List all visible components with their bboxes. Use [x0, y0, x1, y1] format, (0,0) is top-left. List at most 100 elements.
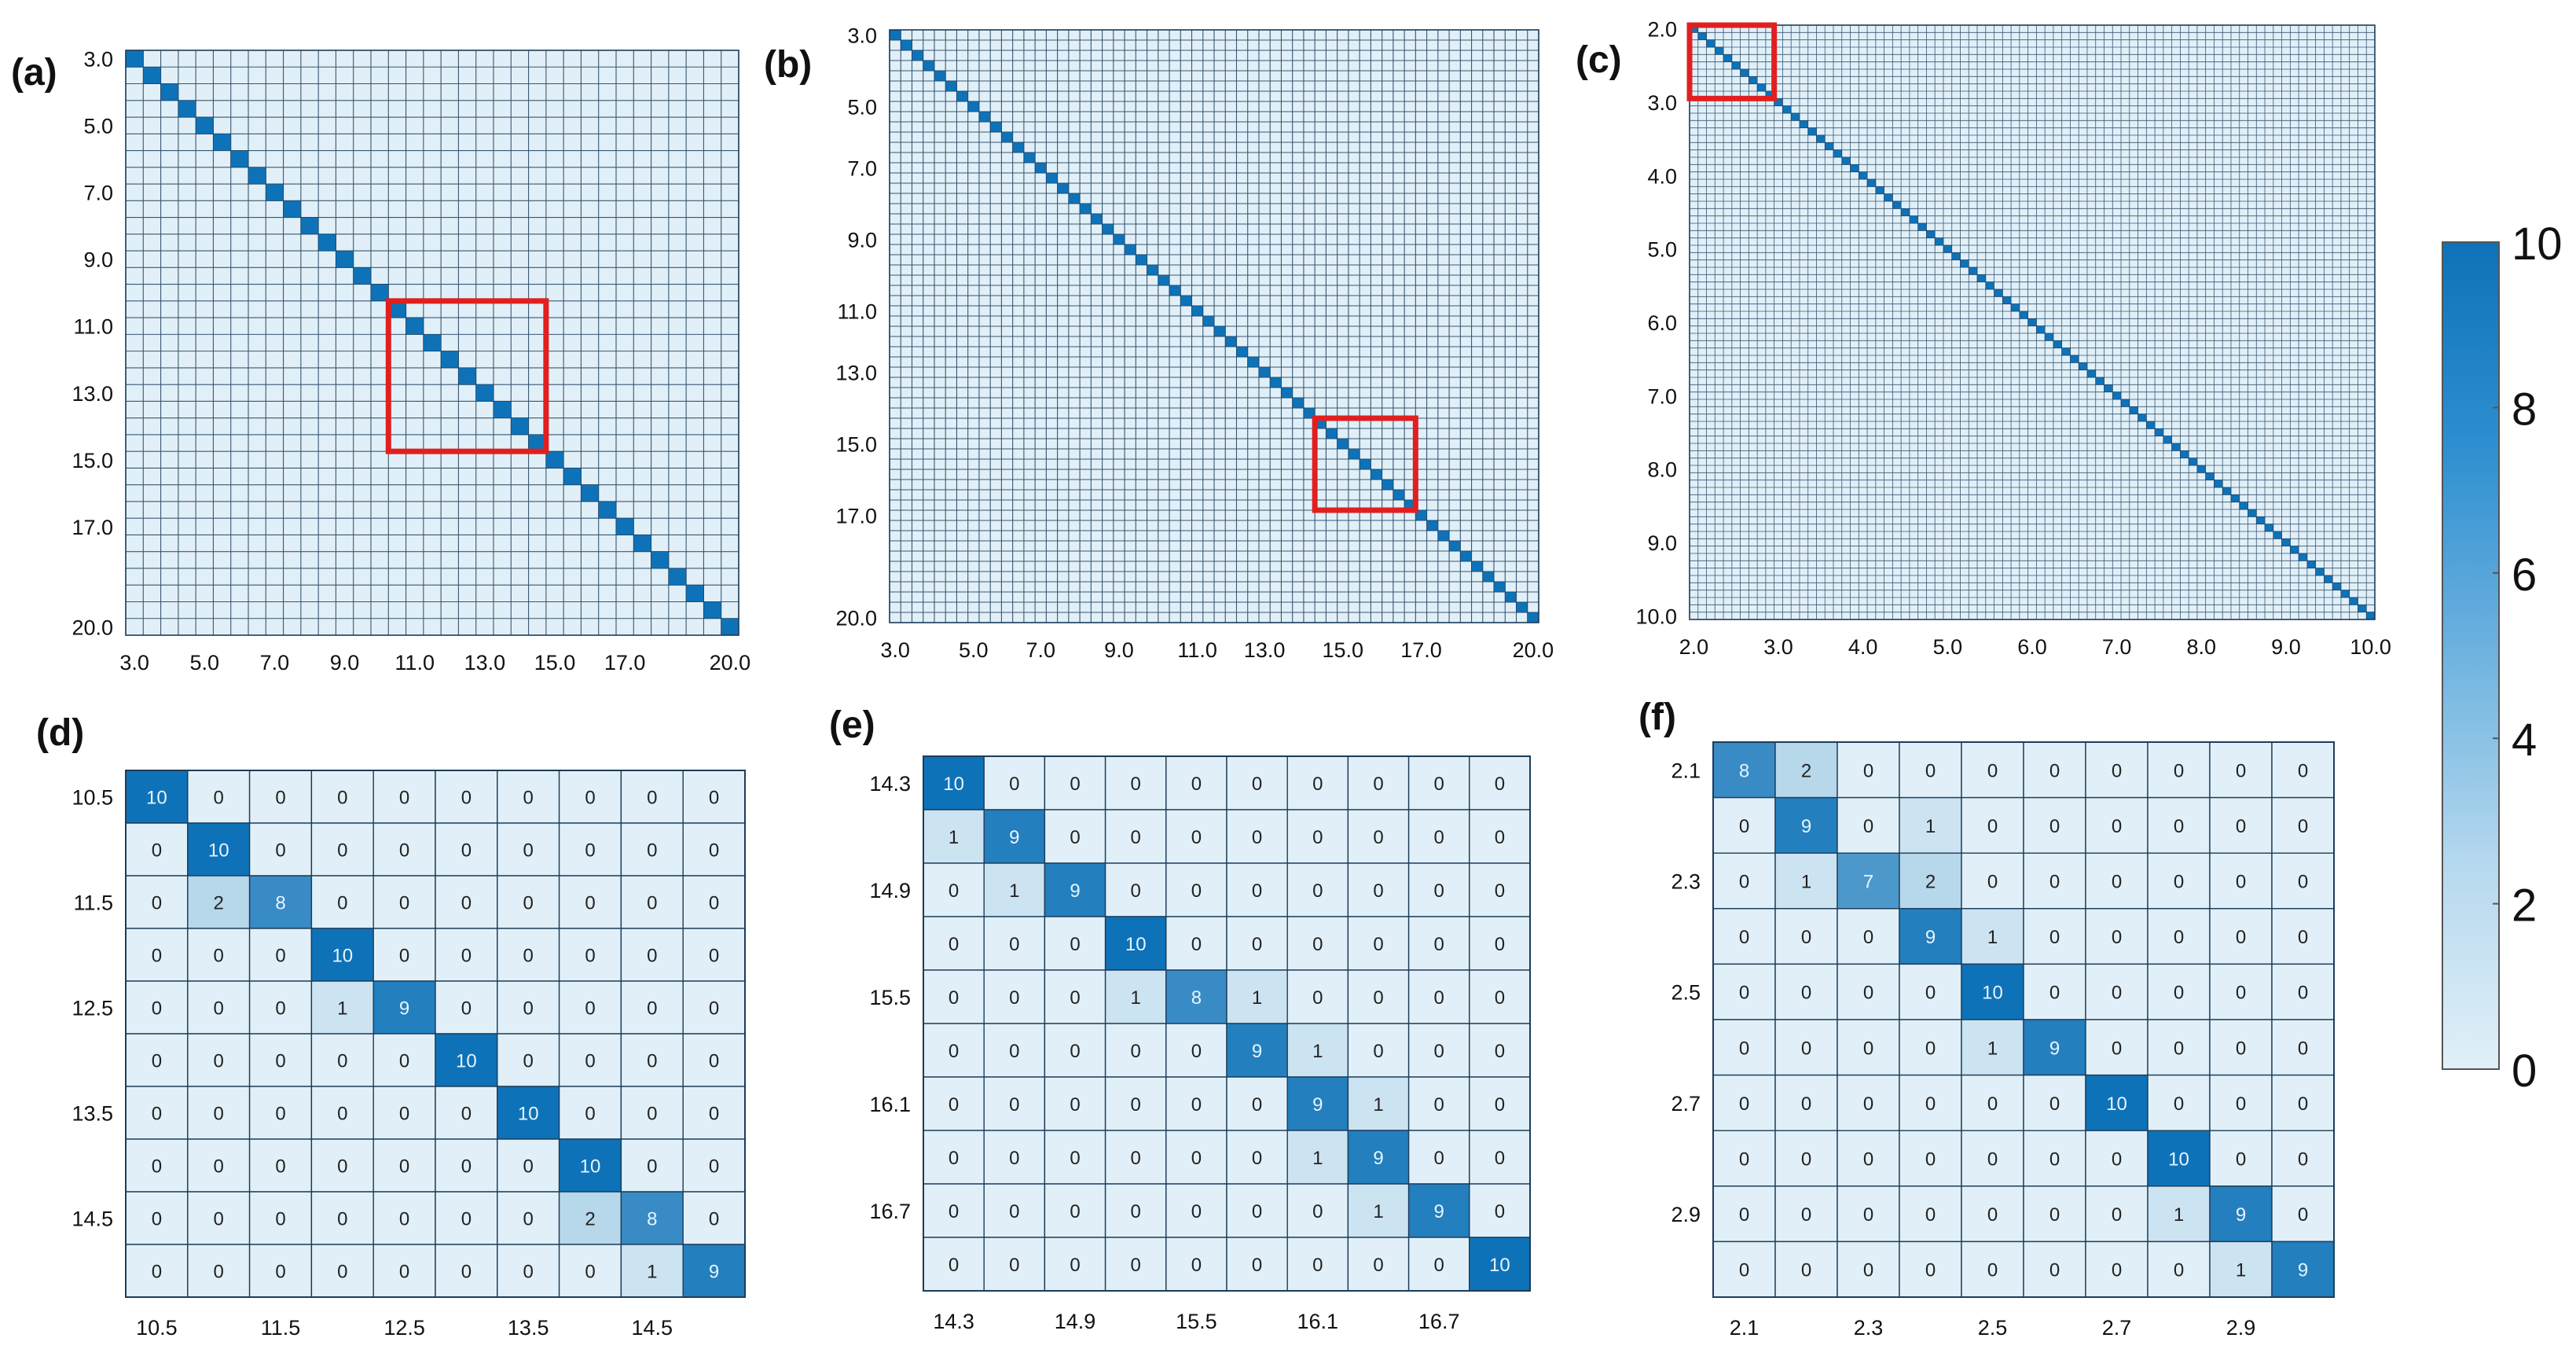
cell-value-label: 0 — [1495, 1201, 1505, 1222]
heatmap-cell — [435, 1138, 498, 1193]
x-tick-label: 14.9 — [1055, 1310, 1096, 1333]
cell-value-label: 0 — [1987, 760, 1998, 781]
y-tick-label: 11.0 — [73, 315, 113, 339]
cell-value-label: 0 — [1495, 1041, 1505, 1062]
x-tick-label: 14.3 — [933, 1310, 974, 1333]
colorbar-gradient — [2442, 241, 2500, 1070]
heatmap-cell — [1697, 32, 1707, 40]
heatmap-cell — [1712, 1019, 1776, 1076]
x-tick-label: 5.0 — [190, 651, 220, 674]
cell-value-label: 9 — [2298, 1260, 2308, 1281]
heatmap-cell — [1407, 969, 1470, 1024]
heatmap-cell — [1247, 356, 1260, 368]
cell-value-label: 0 — [585, 946, 595, 967]
y-tick-label: 6.0 — [1647, 311, 1677, 335]
cell-value-label: 0 — [523, 893, 534, 914]
cell-value-label: 0 — [2112, 1149, 2122, 1171]
heatmap-cell — [310, 1244, 374, 1298]
y-tick-label: 17.0 — [72, 516, 113, 539]
cell-value-label: 0 — [214, 1262, 224, 1283]
heatmap-cell — [1001, 131, 1013, 143]
heatmap-cell — [1899, 1019, 1962, 1076]
cell-value-label: 0 — [1987, 1149, 1998, 1171]
y-tick-label: 20.0 — [835, 607, 877, 630]
y-tick-label: 5.0 — [83, 115, 113, 138]
cell-value-label: 0 — [461, 788, 472, 809]
cell-value-label: 0 — [1434, 1255, 1444, 1276]
cell-value-label: 0 — [709, 1104, 719, 1125]
cell-value-label: 0 — [2236, 983, 2246, 1004]
cell-value-label: 0 — [1312, 1255, 1323, 1276]
matrix-border — [125, 770, 746, 1298]
heatmap-cell — [1044, 969, 1106, 1024]
heatmap-cell — [912, 50, 924, 61]
cell-value-label: 0 — [2174, 872, 2184, 893]
cell-value-label: 0 — [1312, 934, 1323, 955]
y-tick-label: 5.0 — [1647, 238, 1677, 262]
cell-value-label: 0 — [1495, 880, 1505, 902]
heatmap-cell — [2002, 296, 2012, 304]
x-tick-label: 20.0 — [710, 651, 751, 674]
cell-value-label: 0 — [152, 1104, 162, 1125]
heatmap-cell — [983, 1076, 1046, 1131]
cell-value-label: 0 — [1373, 774, 1383, 795]
heatmap-cell — [2349, 597, 2358, 605]
heatmap-cell — [682, 1086, 746, 1140]
heatmap-cell — [2023, 1074, 2086, 1131]
heatmap-cell — [497, 1191, 560, 1245]
heatmap-cell — [195, 116, 214, 134]
heatmap-cell — [1899, 796, 1962, 854]
cell-value-label: 0 — [1131, 880, 1141, 902]
heatmap-cell — [2086, 369, 2097, 378]
cell-value-label: 0 — [949, 987, 959, 1009]
heatmap-grid — [1689, 24, 2376, 620]
heatmap-cell — [1850, 164, 1859, 172]
heatmap-cell — [1469, 809, 1531, 864]
heatmap-cell — [1961, 1074, 2024, 1131]
cell-value-label: 0 — [1495, 1094, 1505, 1116]
heatmap-cell — [497, 875, 560, 929]
heatmap-cell — [1774, 963, 1838, 1020]
heatmap-cell — [1269, 377, 1282, 388]
cell-value-label: 0 — [1739, 1038, 1749, 1059]
heatmap-cell — [2188, 458, 2198, 466]
cell-value-label: 0 — [1131, 774, 1141, 795]
heatmap-cell — [1837, 1130, 1900, 1187]
cell-value-label: 2 — [585, 1209, 595, 1230]
heatmap-cell — [1415, 509, 1427, 521]
heatmap-cell — [2298, 553, 2308, 561]
cell-value-label: 0 — [1801, 1204, 1811, 1226]
cell-value-label: 0 — [275, 1156, 285, 1178]
cell-value-label: 0 — [2049, 872, 2060, 893]
cell-value-label: 0 — [1312, 987, 1323, 1009]
heatmap-cell — [1226, 1237, 1288, 1292]
heatmap-cell — [1774, 908, 1838, 965]
heatmap-cell — [1326, 428, 1338, 439]
y-tick-label: 15.5 — [869, 986, 911, 1009]
heatmap-cell — [900, 39, 912, 51]
heatmap-cell — [310, 822, 374, 877]
cell-value-label: 0 — [275, 1051, 285, 1072]
diagonal-cells — [125, 50, 739, 636]
heatmap-cell — [1774, 1130, 1838, 1187]
heatmap-cell — [563, 468, 582, 485]
heatmap-cell — [1136, 254, 1147, 266]
heatmap-cell — [1347, 809, 1410, 864]
heatmap-cell — [1985, 281, 1994, 290]
cell-value-label: 0 — [399, 946, 409, 967]
cell-value-label: 0 — [2298, 816, 2308, 837]
cell-value-label: 0 — [152, 840, 162, 862]
heatmap-cell — [2222, 487, 2232, 495]
cell-value-label: 0 — [1252, 1201, 1262, 1222]
heatmap-cell — [558, 1086, 622, 1140]
cell-value-label: 0 — [2112, 1260, 2122, 1281]
heatmap-cell — [1165, 809, 1227, 864]
heatmap-cell — [2209, 1019, 2273, 1076]
heatmap-cell — [1057, 182, 1070, 194]
heatmap-cell — [1712, 908, 1776, 965]
heatmap-cell — [923, 1130, 985, 1185]
heatmap-cell — [1165, 755, 1227, 811]
heatmap-cell — [1407, 862, 1470, 917]
panel-a: (a) 3.0 3.0 5.0 5.0 7.0 7.0 9.0 9.0 11.0 11.0 13.0 1… — [11, 48, 750, 674]
heatmap-cell — [1124, 244, 1136, 255]
